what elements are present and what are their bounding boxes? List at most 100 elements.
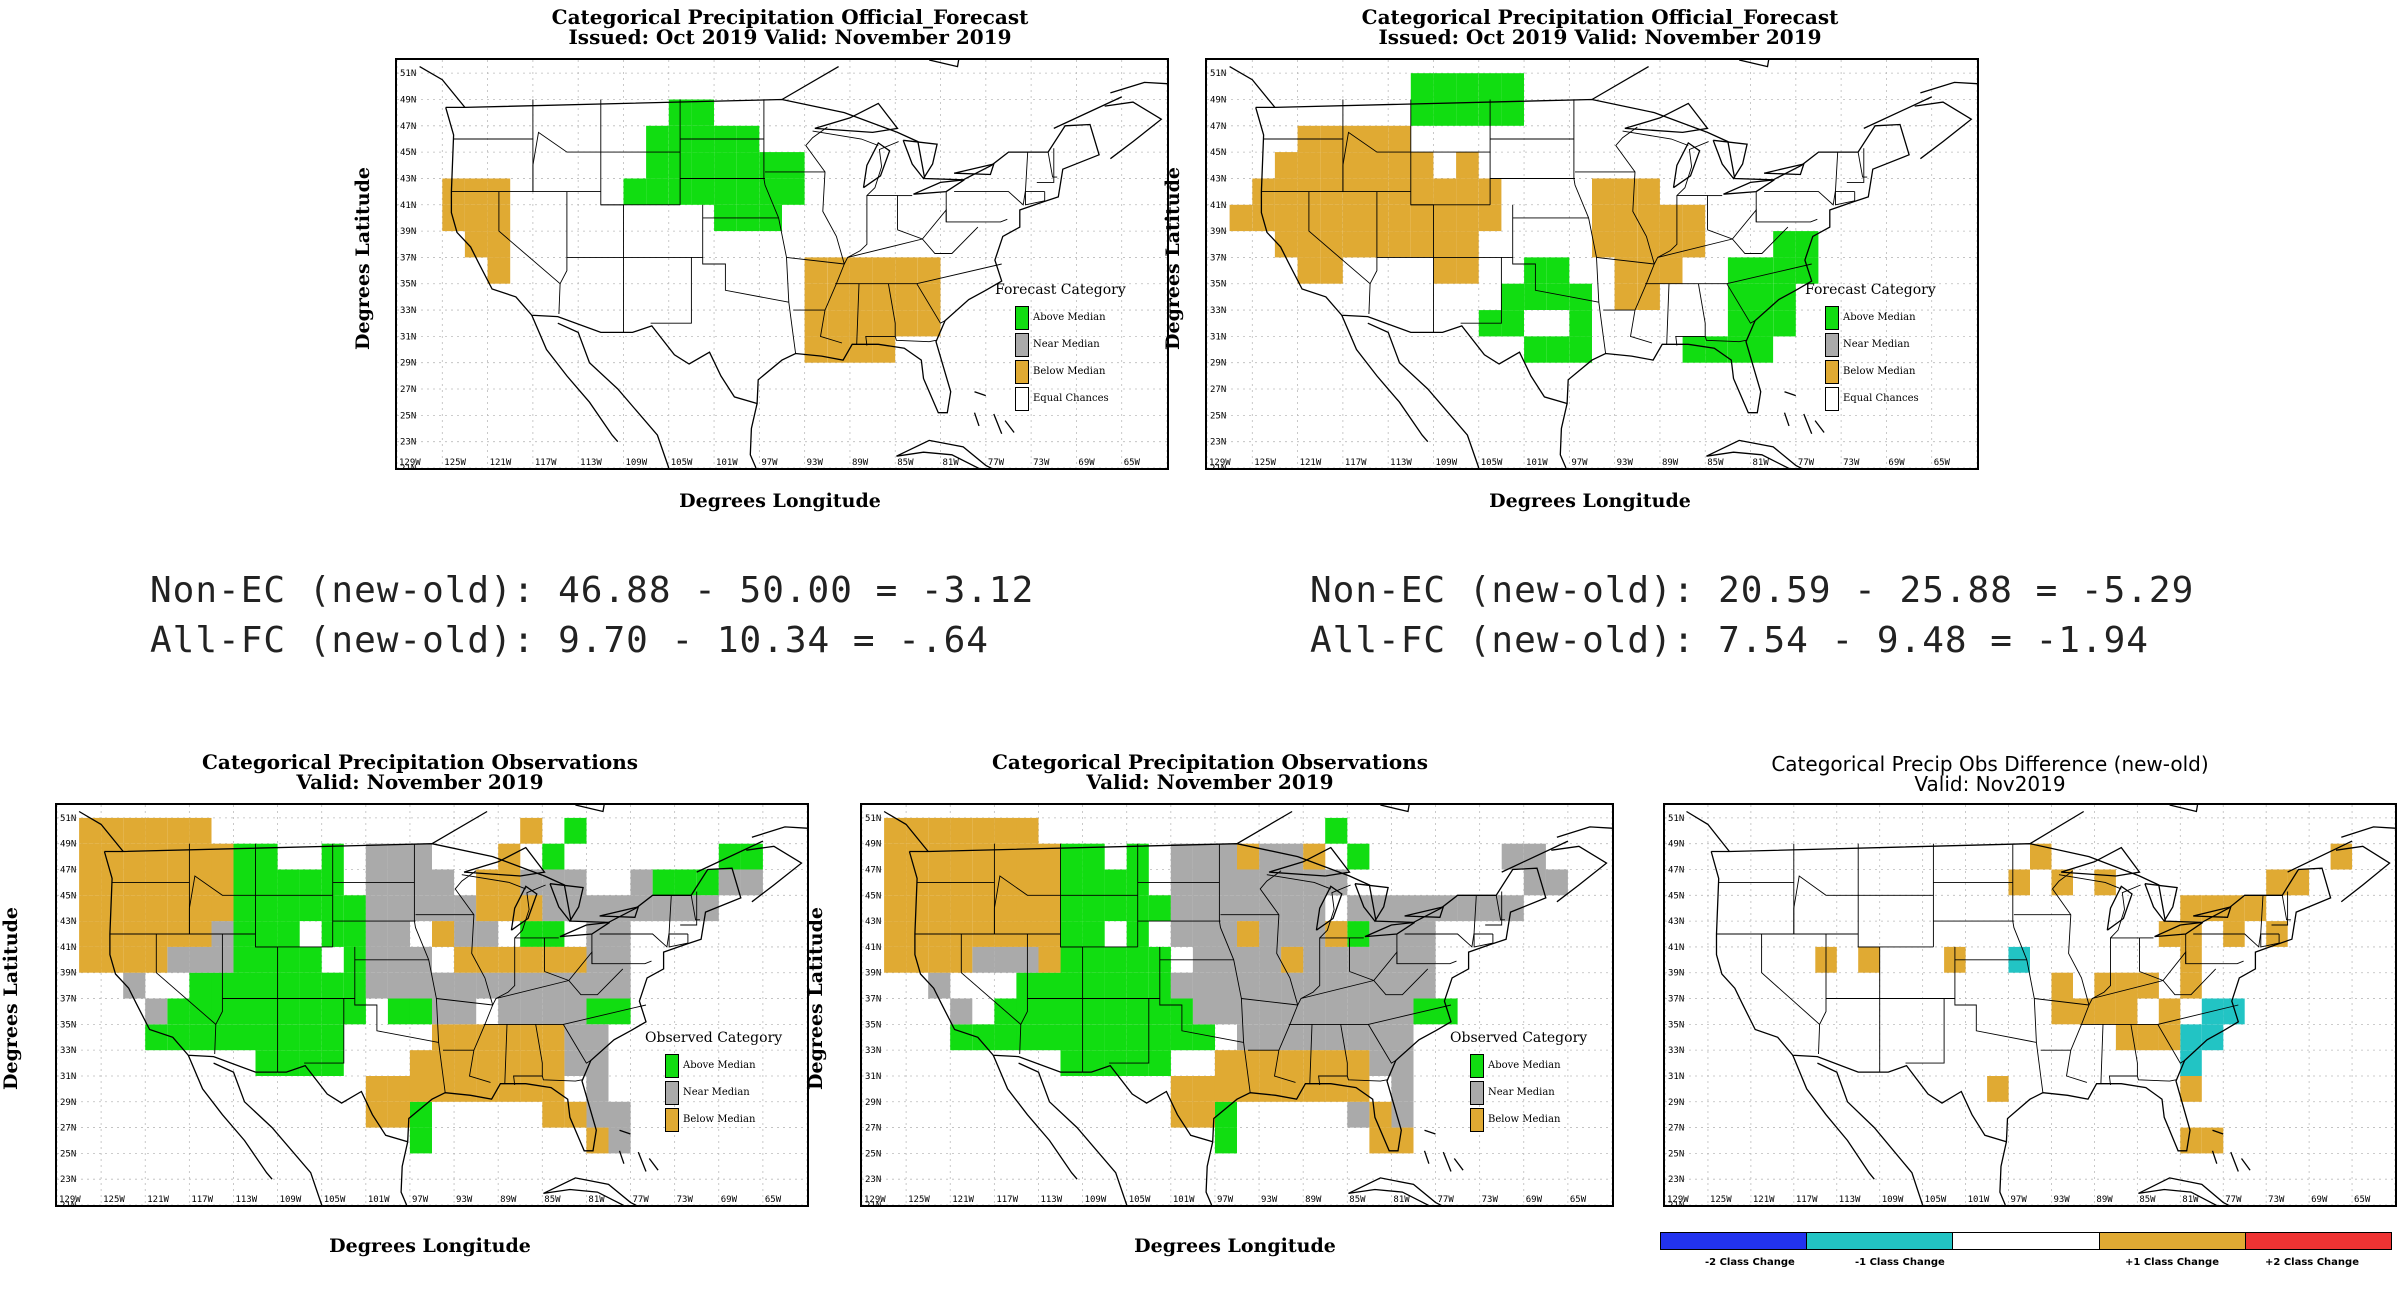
grid-cells xyxy=(1229,73,1819,363)
state-boundary xyxy=(2034,998,2090,1006)
below-cell xyxy=(564,1101,587,1128)
near-cell xyxy=(1391,946,1414,973)
state-boundary xyxy=(1761,934,1820,1025)
above-cell xyxy=(1410,73,1434,100)
lon-tick-label: 109W xyxy=(1085,1195,1107,1205)
plus1-swatch xyxy=(2099,1233,2246,1249)
state-boundaries xyxy=(914,843,1505,1093)
plus1-cell xyxy=(2137,972,2159,999)
lat-tick-label: 35N xyxy=(400,280,416,290)
below-cell xyxy=(498,1076,521,1102)
plus1-cell xyxy=(1987,1076,2009,1102)
great-lake xyxy=(549,883,584,923)
below-cell xyxy=(849,336,873,363)
near-cell xyxy=(432,869,455,896)
above-cell xyxy=(343,895,366,922)
near-cell xyxy=(1192,895,1215,922)
near-cell xyxy=(1237,972,1260,999)
below-cell xyxy=(1342,152,1366,179)
below-cell xyxy=(542,1024,565,1051)
great-lake xyxy=(862,141,891,189)
state-boundary xyxy=(954,152,1029,206)
near-cell xyxy=(476,921,499,947)
below-cell xyxy=(1410,152,1434,179)
obs-old-map-svg: 51N 49N 47N 45N 43N 41N 39N 37N 35N 33N 31N 29N 27N 2… xyxy=(57,805,807,1205)
state-boundary xyxy=(1396,934,1457,965)
canada-coast xyxy=(2169,805,2199,813)
above-cell xyxy=(759,152,782,179)
above-cell xyxy=(542,843,565,870)
near-cell xyxy=(365,921,388,947)
below-cell xyxy=(972,895,995,922)
near-cell xyxy=(432,895,455,922)
tick-labels: 51N 49N 47N 45N 43N 41N 39N 37N 35N 33N 31N 29N 27N 2… xyxy=(864,814,1587,1205)
below-cell xyxy=(1038,843,1061,870)
plus1-cell xyxy=(2330,843,2353,870)
canada-coast xyxy=(1863,96,1932,129)
lon-tick-label: 81W xyxy=(588,1195,605,1205)
above-cell xyxy=(646,125,669,153)
state-boundary xyxy=(2260,933,2280,948)
near-cell xyxy=(1457,895,1480,922)
state-boundary xyxy=(2110,884,2141,939)
state-boundary xyxy=(1858,946,1881,1073)
below-cell xyxy=(928,843,951,870)
near-cell xyxy=(586,946,609,973)
lon-tick-label: 109W xyxy=(625,458,647,468)
state-boundary xyxy=(2108,1024,2138,1086)
above-cell xyxy=(1060,921,1083,947)
lat-tick-label: 49N xyxy=(1668,840,1684,850)
above-cell xyxy=(586,998,609,1025)
legend-label: Above Median xyxy=(1488,1060,1561,1071)
lon-tick-label: 89W xyxy=(1662,458,1679,468)
near-cell xyxy=(1369,895,1392,922)
above-cell xyxy=(950,1024,973,1051)
state-boundary xyxy=(155,934,217,1025)
lat-tick-label: 43N xyxy=(400,174,416,184)
near-cell xyxy=(1303,921,1326,947)
above-cell xyxy=(1727,257,1751,284)
near-cell xyxy=(498,972,521,999)
forecast-new-map-svg: 51N 49N 47N 45N 43N 41N 39N 37N 35N 33N 31N 29N 27N 2… xyxy=(1207,60,1977,468)
below-cell xyxy=(1614,178,1638,205)
canada-coast xyxy=(696,840,764,873)
below-cell xyxy=(1325,1050,1348,1076)
lat-tick-label: 51N xyxy=(865,814,881,824)
below-cell xyxy=(432,1050,455,1076)
above-cell xyxy=(233,843,256,870)
below-cell xyxy=(827,310,850,337)
lon-tick-label: 113W xyxy=(1839,1195,1861,1205)
us-coastline xyxy=(1255,98,1910,414)
minus1-swatch xyxy=(1807,1233,1954,1249)
near-cell xyxy=(1192,972,1215,999)
state-boundaries xyxy=(1716,843,2291,1093)
state-boundary xyxy=(1857,895,1934,948)
mexico-coast xyxy=(400,1141,409,1205)
above-cell xyxy=(1433,99,1457,126)
us-coastline xyxy=(445,98,1100,414)
above-cell xyxy=(1682,336,1706,363)
below-cell xyxy=(1342,204,1366,232)
above-cell xyxy=(1060,895,1083,922)
bahamas-island xyxy=(1424,1129,1436,1135)
above-cell xyxy=(277,869,300,896)
near-cell xyxy=(1214,895,1237,922)
near-cell xyxy=(1369,921,1392,947)
legend-label: Near Median xyxy=(683,1087,750,1098)
state-boundary xyxy=(2100,1024,2104,1084)
obs-new-map-svg: 51N 49N 47N 45N 43N 41N 39N 37N 35N 33N 31N 29N 27N 2… xyxy=(862,805,1612,1205)
lon-tick-label: 77W xyxy=(1438,1195,1455,1205)
above-cell xyxy=(409,998,432,1025)
lon-tick-label: 121W xyxy=(147,1195,169,1205)
state-boundary xyxy=(532,99,602,192)
lat-tick-label: 45N xyxy=(1668,891,1684,901)
above-cell xyxy=(255,869,278,896)
great-lake xyxy=(1268,846,1351,877)
state-boundary xyxy=(680,891,698,926)
near-cell xyxy=(564,869,587,896)
lon-tick-label: 93W xyxy=(2053,1195,2070,1205)
below-cell xyxy=(1297,257,1321,284)
forecast-new-map: 51N 49N 47N 45N 43N 41N 39N 37N 35N 33N 31N 29N 27N 2… xyxy=(1205,58,1979,470)
legend-label: Near Median xyxy=(1843,339,1910,350)
lat-tick-label: 35N xyxy=(60,1020,76,1030)
